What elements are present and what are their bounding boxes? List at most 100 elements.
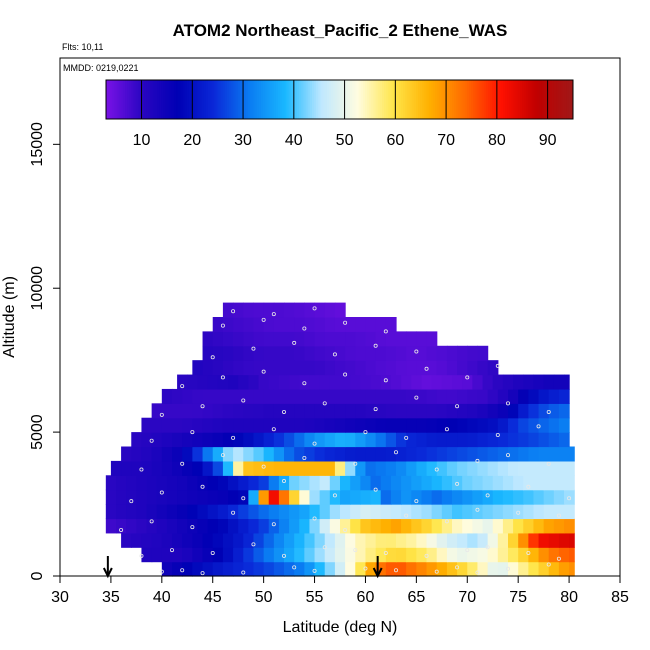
heatmap-cell (436, 360, 448, 376)
colorbar-segment (137, 80, 141, 119)
heatmap-cell (212, 317, 224, 332)
heatmap-cell (222, 417, 234, 433)
heatmap-cell (324, 460, 336, 476)
heatmap-cell (258, 518, 270, 534)
heatmap-cell (299, 504, 311, 520)
colorbar-segment (420, 80, 423, 119)
heatmap-cell (187, 475, 199, 491)
heatmap-cell (401, 475, 412, 491)
heatmap-cell (233, 388, 244, 404)
heatmap-cell (284, 532, 295, 548)
heatmap-cell (228, 374, 239, 390)
heatmap-cell (467, 561, 479, 577)
flight-point (271, 522, 276, 527)
flight-track-points (119, 306, 572, 576)
colorbar-segment (515, 80, 519, 119)
heatmap-cell (375, 331, 387, 347)
heatmap-cell (151, 403, 163, 419)
heatmap-cell (467, 403, 479, 419)
heatmap-cell (166, 475, 178, 491)
heatmap-cell (416, 532, 428, 548)
heatmap-cell (457, 403, 468, 419)
flight-point (546, 461, 551, 466)
flight-point (271, 427, 276, 432)
heatmap-cell (334, 302, 346, 318)
colorbar-segment (398, 80, 402, 119)
colorbar-segment (156, 80, 160, 119)
heatmap-cell (314, 360, 326, 376)
heatmap-cell (212, 446, 224, 462)
heatmap-cell (284, 547, 295, 563)
heatmap-cell (365, 345, 377, 361)
heatmap-cell (558, 403, 570, 419)
heatmap-cell (151, 460, 163, 476)
heatmap-cell (548, 417, 560, 433)
flight-point (302, 381, 307, 386)
heatmap-cell (263, 345, 275, 361)
colorbar-segment (333, 80, 336, 119)
flight-point (149, 519, 154, 524)
heatmap-cell (222, 331, 234, 347)
heatmap-cell (436, 403, 448, 419)
heatmap-cell (233, 432, 244, 448)
colorbar-segment (415, 80, 419, 119)
flight-point (424, 553, 429, 558)
heatmap-cell (172, 547, 183, 563)
heatmap-cell (116, 518, 127, 534)
colorbar-segment (205, 80, 209, 119)
heatmap-cell (385, 547, 397, 563)
colorbar-segment (396, 80, 400, 119)
colorbar-segment (339, 80, 343, 119)
heatmap-cell (492, 374, 504, 390)
heatmap-cell (360, 504, 372, 520)
x-tick-label: 80 (560, 589, 578, 606)
colorbar-segment (280, 80, 283, 119)
heatmap-cell (497, 446, 509, 462)
heatmap-cell (263, 532, 275, 548)
heatmap-cell (375, 345, 387, 361)
heatmap-cell (105, 518, 117, 534)
heatmap-cell (416, 345, 428, 361)
heatmap-cell (396, 403, 407, 419)
heatmap-cell (365, 360, 377, 376)
colorbar-segment (556, 80, 559, 119)
heatmap-cell (538, 460, 550, 476)
heatmap-cell (426, 561, 438, 577)
heatmap-cell (385, 532, 397, 548)
heatmap-cell (299, 518, 311, 534)
heatmap-cell (462, 489, 473, 505)
heatmap-cell (508, 403, 519, 419)
heatmap-cell (172, 403, 183, 419)
heatmap-cell (243, 532, 255, 548)
heatmap-cell (243, 360, 255, 376)
heatmap-cell (411, 518, 423, 534)
heatmap-cell (268, 475, 280, 491)
flight-point (526, 550, 531, 555)
heatmap-cell (243, 460, 255, 476)
heatmap-cell (569, 460, 575, 476)
chart-title: ATOM2 Northeast_Pacific_2 Ethene_WAS (173, 21, 508, 40)
x-axis: 30 35 40 45 50 55 60 65 70 75 80 85 (51, 576, 629, 606)
heatmap-cell (116, 475, 127, 491)
heatmap-cell (202, 360, 214, 376)
heatmap-cell (553, 504, 565, 520)
heatmap-cell (222, 403, 234, 419)
heatmap-cell (243, 417, 255, 433)
heatmap-cell (309, 518, 321, 534)
colorbar-segment (443, 80, 447, 119)
heatmap-cell (462, 374, 473, 390)
heatmap-cell (375, 317, 387, 332)
colorbar-segment (235, 80, 239, 119)
heatmap-cell (345, 432, 356, 448)
heatmap-cell (528, 388, 540, 404)
colorbar-segment (541, 80, 544, 119)
heatmap-cell (375, 460, 387, 476)
heatmap-cell (467, 388, 479, 404)
colorbar-segment (220, 80, 224, 119)
heatmap-cell (284, 345, 295, 361)
heatmap-cell (436, 388, 448, 404)
heatmap-cell (340, 374, 351, 390)
heatmap-cell (370, 504, 382, 520)
flight-point (292, 340, 297, 345)
colorbar-segment (129, 80, 132, 119)
